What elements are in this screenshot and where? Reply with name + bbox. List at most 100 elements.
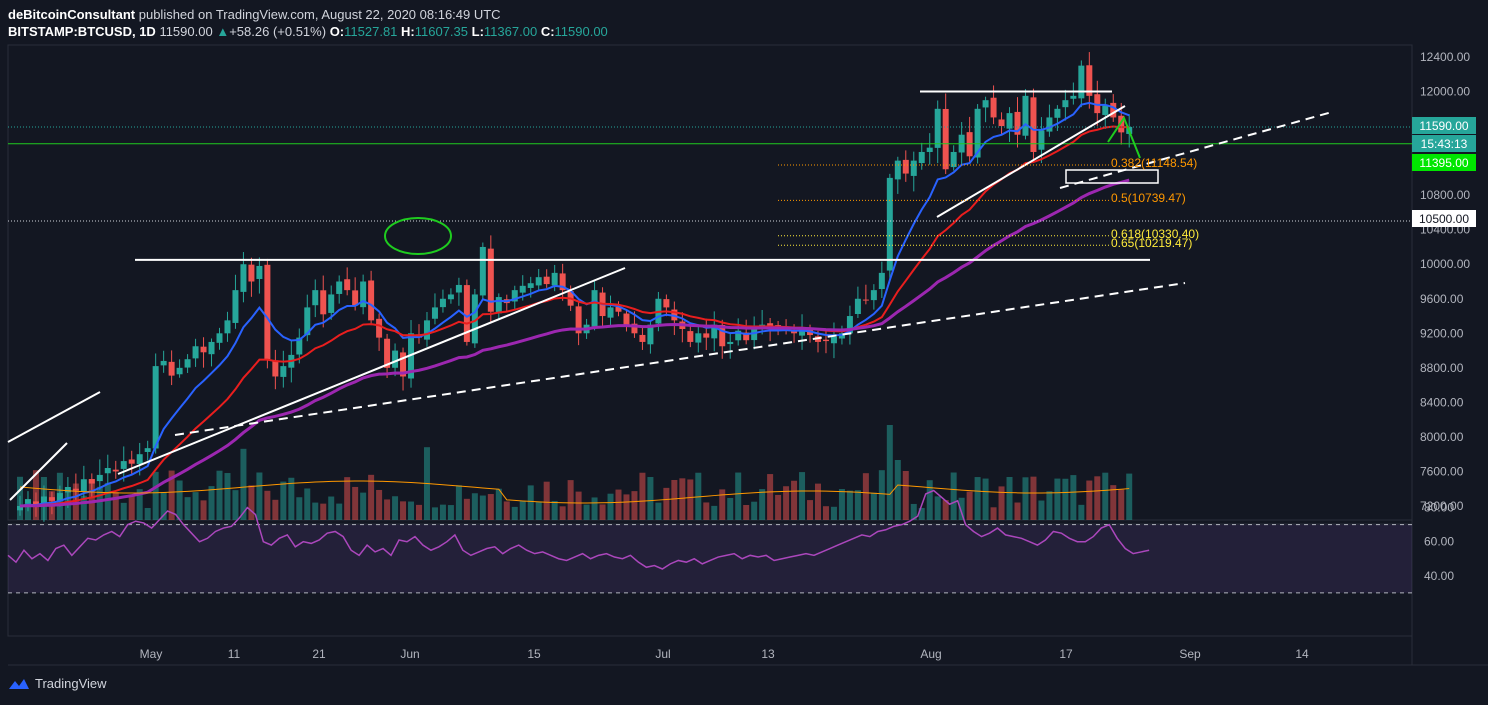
candle-body [208,341,215,355]
volume-bar [320,503,327,520]
current-price-label: 11590.00 [1419,119,1468,133]
volume-bar [208,486,215,520]
volume-bar [1046,491,1053,520]
candle-body [64,487,71,493]
candle-body [144,448,151,452]
candle-body [360,281,367,308]
volume-bar [264,490,271,520]
volume-bar [639,472,646,520]
rsi-tick: 40.00 [1424,569,1454,583]
volume-bar [838,489,845,520]
candle-body [846,316,853,334]
candle-body [400,352,407,377]
rsi-line [7,489,1150,570]
candle-body [304,307,311,336]
time-tick: 14 [1295,647,1309,661]
price-tick: 8000.00 [1420,430,1464,444]
volume-bar [575,491,582,520]
candle-body [998,119,1005,127]
volume-bar [647,477,654,520]
candle-body [1054,108,1061,118]
candle-body [1030,97,1037,152]
candle-body [663,299,670,308]
price-tick: 12400.00 [1420,50,1470,64]
candle-body [152,366,159,449]
candle-body [376,318,383,338]
candle-body [607,307,614,318]
trendline-4 [936,105,1126,218]
highlight-circle [384,217,452,255]
candle-body [870,290,877,301]
volume-bar [1022,477,1029,520]
candle-body [72,488,79,491]
volume-bar [304,488,311,520]
low-label: L: [471,24,484,39]
footer-brand[interactable]: TradingView [35,676,107,691]
time-tick: May [140,647,163,661]
volume-bar [535,502,542,520]
candle-body [894,160,901,180]
candle-body [136,454,143,464]
candle-body [719,324,726,347]
dotted-level-label: 10500.00 [1419,212,1469,226]
close-value: 11590.00 [554,24,608,39]
volume-bar [104,482,111,520]
candle-body [639,334,646,342]
time-tick: 11 [228,647,241,661]
volume-bar [830,506,837,520]
volume-bar [735,472,742,520]
green-level-label: 11395.00 [1419,156,1468,170]
volume-bar [631,491,638,520]
candle-body [224,320,231,334]
volume-bar [663,487,670,520]
high-value: 11607.35 [414,24,469,39]
volume-bar [487,494,494,520]
volume-bar [671,479,678,520]
candle-body [647,324,654,345]
countdown-tag [1412,135,1476,152]
candle-body [918,151,925,164]
countdown-label: 15:43:13 [1421,137,1468,151]
candle-body [80,479,87,492]
candle-body [232,290,239,323]
candle-body [535,277,542,286]
candle-body [48,497,55,501]
candle-body [352,290,359,306]
candle-body [312,290,319,306]
candle-body [695,333,702,343]
time-tick: 13 [761,647,775,661]
candle-body [926,147,933,152]
candles [17,52,1133,522]
volume-ma-line [19,480,1130,504]
volume-bar [918,507,925,520]
footer: TradingView [8,676,107,691]
volume-bar [759,489,766,520]
projection-arrow [1107,115,1141,159]
candle-body [320,290,327,315]
candle-body [1070,95,1077,99]
price-tick: 12000.00 [1420,85,1470,99]
symbol-label[interactable]: BITSTAMP:BTCUSD, 1D [8,24,156,39]
volume-bar [511,506,518,520]
volume-bar [232,490,239,520]
volume-bar [400,501,407,520]
open-label: O: [329,24,345,39]
volume-bar [1054,478,1061,520]
volume-bar [160,492,167,520]
volume-bar [815,483,821,520]
candle-body [791,330,798,334]
volume-bar [559,506,566,520]
publisher-name[interactable]: deBitcoinConsultant [8,7,136,22]
candle-body [56,493,63,502]
candle-body [767,323,774,327]
volume-bar [743,505,750,520]
volume-bar [711,505,718,520]
up-arrow-icon: ▲ [216,24,230,39]
candle-body [1078,65,1085,99]
price-tick: 8400.00 [1420,395,1464,409]
candle-body [280,366,287,377]
trendline-3 [9,442,68,501]
ema-mid-line [19,125,1130,507]
candle-body [1022,95,1029,136]
